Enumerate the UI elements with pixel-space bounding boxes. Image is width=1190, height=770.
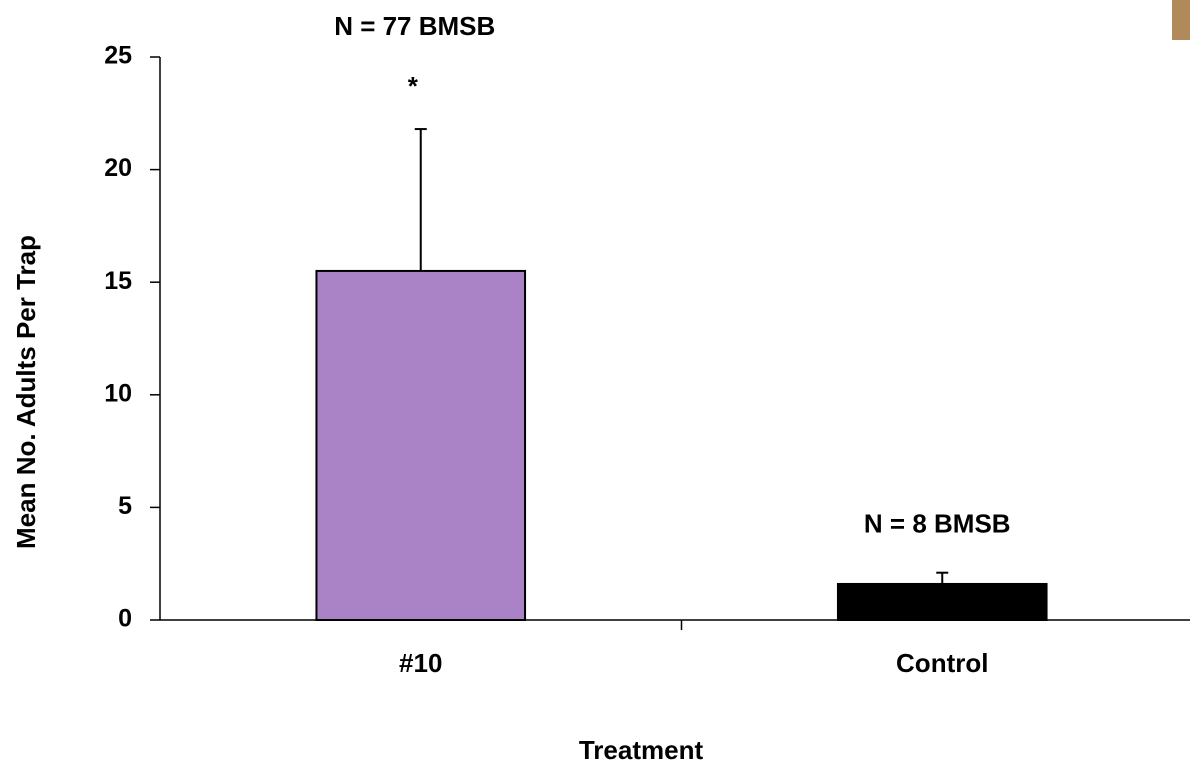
- annotation: N = 8 BMSB: [864, 509, 1011, 539]
- x-tick-label: #10: [399, 648, 442, 678]
- y-tick-label: 25: [104, 42, 132, 70]
- error-bar: [936, 571, 949, 584]
- corner-image: [1172, 0, 1190, 40]
- y-tick-label: 15: [104, 267, 132, 295]
- x-tick-label: Control: [896, 648, 988, 678]
- y-tick-label: 20: [104, 154, 132, 182]
- x-axis-title: Treatment: [579, 735, 704, 765]
- y-tick-label: 5: [118, 492, 132, 520]
- y-axis-title: Mean No. Adults Per Trap: [11, 235, 41, 549]
- annotation: N = 77 BMSB: [334, 11, 495, 41]
- error-bar: [414, 128, 427, 271]
- y-tick-label: 0: [118, 605, 132, 633]
- bar: [836, 582, 1048, 622]
- y-tick-label: 10: [104, 379, 132, 407]
- annotation: *: [408, 71, 419, 101]
- bar: [315, 269, 527, 621]
